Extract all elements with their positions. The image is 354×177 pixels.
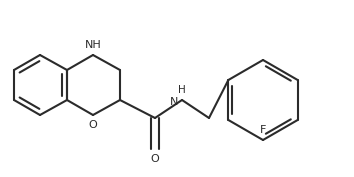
- Text: O: O: [150, 154, 159, 164]
- Text: N: N: [170, 97, 178, 107]
- Text: NH: NH: [85, 40, 101, 50]
- Text: H: H: [178, 85, 186, 95]
- Text: F: F: [260, 125, 266, 135]
- Text: O: O: [88, 120, 97, 130]
